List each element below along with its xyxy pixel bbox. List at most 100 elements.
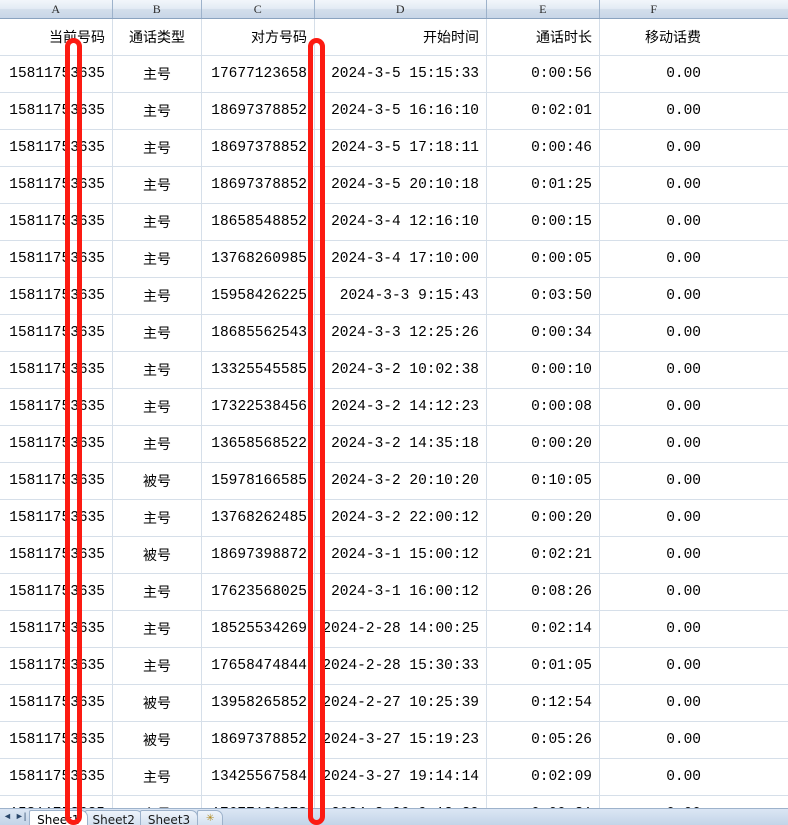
cell-charge[interactable]: 0.00	[666, 177, 701, 193]
cell-start-time[interactable]: 2024-2-27 10:25:39	[315, 685, 487, 721]
cell-current-number[interactable]: 15811753635	[0, 463, 113, 499]
sheet-nav-buttons[interactable]: ◄ ►|	[0, 809, 29, 825]
cell-duration[interactable]: 0:12:54	[487, 685, 600, 721]
cell-charge[interactable]: 0.00	[666, 769, 701, 785]
cell-duration[interactable]: 0:02:14	[487, 611, 600, 647]
cell-call-type[interactable]: 主号	[113, 241, 202, 277]
next-sheet-icon[interactable]: ►|	[14, 811, 27, 821]
cell-charge[interactable]: 0.00	[666, 436, 701, 452]
add-sheet-icon[interactable]: ✳	[197, 810, 224, 825]
cell-duration[interactable]: 0:00:46	[487, 130, 600, 166]
cell-start-time[interactable]: 2024-3-27 15:19:23	[315, 722, 487, 758]
cell-call-type[interactable]: 主号	[113, 167, 202, 203]
cell-current-number[interactable]: 15811753635	[0, 315, 113, 351]
cell-call-type[interactable]: 主号	[113, 315, 202, 351]
cell-duration[interactable]: 0:02:21	[487, 537, 600, 573]
cell-start-time[interactable]: 2024-3-2 14:35:18	[315, 426, 487, 462]
cell-duration[interactable]: 0:00:15	[487, 204, 600, 240]
cell-charge[interactable]: 0.00	[666, 103, 701, 119]
cell-call-type[interactable]: 被号	[113, 463, 202, 499]
cell-current-number[interactable]: 15811753635	[0, 167, 113, 203]
cell-start-time[interactable]: 2024-3-2 14:12:23	[315, 389, 487, 425]
cell-call-type[interactable]: 主号	[113, 130, 202, 166]
cell-charge[interactable]: 0.00	[666, 621, 701, 637]
cell-charge[interactable]: 0.00	[666, 510, 701, 526]
cell-charge[interactable]: 0.00	[666, 473, 701, 489]
cell-current-number[interactable]: 15811753635	[0, 241, 113, 277]
cell-duration[interactable]: 0:00:20	[487, 426, 600, 462]
cell-charge[interactable]: 0.00	[666, 66, 701, 82]
sheet-tab-sheet1[interactable]: Sheet1	[29, 810, 88, 825]
cell-start-time[interactable]: 2024-3-3 9:15:43	[315, 278, 487, 314]
cell-duration[interactable]: 0:00:34	[487, 315, 600, 351]
cell-current-number[interactable]: 15811753635	[0, 611, 113, 647]
header-cell-other-number[interactable]: 对方号码	[202, 19, 315, 55]
cell-duration[interactable]: 0:00:08	[487, 389, 600, 425]
cell-start-time[interactable]: 2024-3-5 20:10:18	[315, 167, 487, 203]
cell-other-number[interactable]: 18697378852	[202, 93, 315, 129]
cell-current-number[interactable]: 15811753635	[0, 389, 113, 425]
cell-duration[interactable]: 0:01:05	[487, 648, 600, 684]
cell-charge[interactable]: 0.00	[666, 214, 701, 230]
cell-call-type[interactable]: 被号	[113, 537, 202, 573]
cell-charge[interactable]: 0.00	[666, 695, 701, 711]
cell-call-type[interactable]: 主号	[113, 648, 202, 684]
cell-duration[interactable]: 0:00:10	[487, 352, 600, 388]
cell-start-time[interactable]: 2024-3-27 19:14:14	[315, 759, 487, 795]
cell-start-time[interactable]: 2024-3-1 16:00:12	[315, 574, 487, 610]
cell-charge[interactable]: 0.00	[666, 325, 701, 341]
cell-start-time[interactable]: 2024-3-5 17:18:11	[315, 130, 487, 166]
cell-duration[interactable]: 0:10:05	[487, 463, 600, 499]
cell-current-number[interactable]: 15811753635	[0, 648, 113, 684]
cell-current-number[interactable]: 15811753635	[0, 56, 113, 92]
sheet-tab-sheet2[interactable]: Sheet2	[84, 810, 143, 825]
cell-charge[interactable]: 0.00	[666, 658, 701, 674]
cell-charge[interactable]: 0.00	[666, 547, 701, 563]
cell-current-number[interactable]: 15811753635	[0, 352, 113, 388]
cell-charge[interactable]: 0.00	[666, 362, 701, 378]
cell-current-number[interactable]: 15811753635	[0, 722, 113, 758]
cell-duration[interactable]: 0:00:56	[487, 56, 600, 92]
cell-current-number[interactable]: 15811753635	[0, 278, 113, 314]
header-cell-start-time[interactable]: 开始时间	[315, 19, 487, 55]
cell-duration[interactable]: 0:02:01	[487, 93, 600, 129]
cell-call-type[interactable]: 主号	[113, 426, 202, 462]
cell-call-type[interactable]: 被号	[113, 722, 202, 758]
cell-call-type[interactable]: 主号	[113, 56, 202, 92]
cell-call-type[interactable]: 主号	[113, 500, 202, 536]
cell-call-type[interactable]: 主号	[113, 759, 202, 795]
cell-call-type[interactable]: 主号	[113, 611, 202, 647]
cell-current-number[interactable]: 15811753635	[0, 759, 113, 795]
cell-other-number[interactable]: 18685562543	[202, 315, 315, 351]
cell-other-number[interactable]: 13768260985	[202, 241, 315, 277]
cell-other-number[interactable]: 18697378852	[202, 722, 315, 758]
cell-call-type[interactable]: 主号	[113, 278, 202, 314]
cell-charge[interactable]: 0.00	[666, 584, 701, 600]
cell-duration[interactable]: 0:02:09	[487, 759, 600, 795]
cell-duration[interactable]: 0:00:05	[487, 241, 600, 277]
cell-start-time[interactable]: 2024-2-28 14:00:25	[315, 611, 487, 647]
cell-charge[interactable]: 0.00	[666, 288, 701, 304]
cell-duration[interactable]: 0:01:25	[487, 167, 600, 203]
cell-other-number[interactable]: 13658568522	[202, 426, 315, 462]
cell-other-number[interactable]: 17623568025	[202, 574, 315, 610]
cell-current-number[interactable]: 15811753635	[0, 537, 113, 573]
cell-start-time[interactable]: 2024-3-3 12:25:26	[315, 315, 487, 351]
header-cell-charge[interactable]: 移动话费	[645, 30, 701, 46]
cell-start-time[interactable]: 2024-3-4 12:16:10	[315, 204, 487, 240]
cell-start-time[interactable]: 2024-3-2 20:10:20	[315, 463, 487, 499]
cell-current-number[interactable]: 15811753635	[0, 500, 113, 536]
cell-current-number[interactable]: 15811753635	[0, 574, 113, 610]
cell-charge[interactable]: 0.00	[666, 732, 701, 748]
cell-other-number[interactable]: 17658474844	[202, 648, 315, 684]
header-cell-call-type[interactable]: 通话类型	[113, 19, 202, 55]
cell-duration[interactable]: 0:05:26	[487, 722, 600, 758]
cell-current-number[interactable]: 15811753635	[0, 426, 113, 462]
cell-duration[interactable]: 0:08:26	[487, 574, 600, 610]
cell-other-number[interactable]: 18697378852	[202, 167, 315, 203]
cell-call-type[interactable]: 主号	[113, 574, 202, 610]
cell-other-number[interactable]: 18525534269	[202, 611, 315, 647]
cell-other-number[interactable]: 18697378852	[202, 130, 315, 166]
cell-other-number[interactable]: 18658548852	[202, 204, 315, 240]
cell-duration[interactable]: 0:00:20	[487, 500, 600, 536]
